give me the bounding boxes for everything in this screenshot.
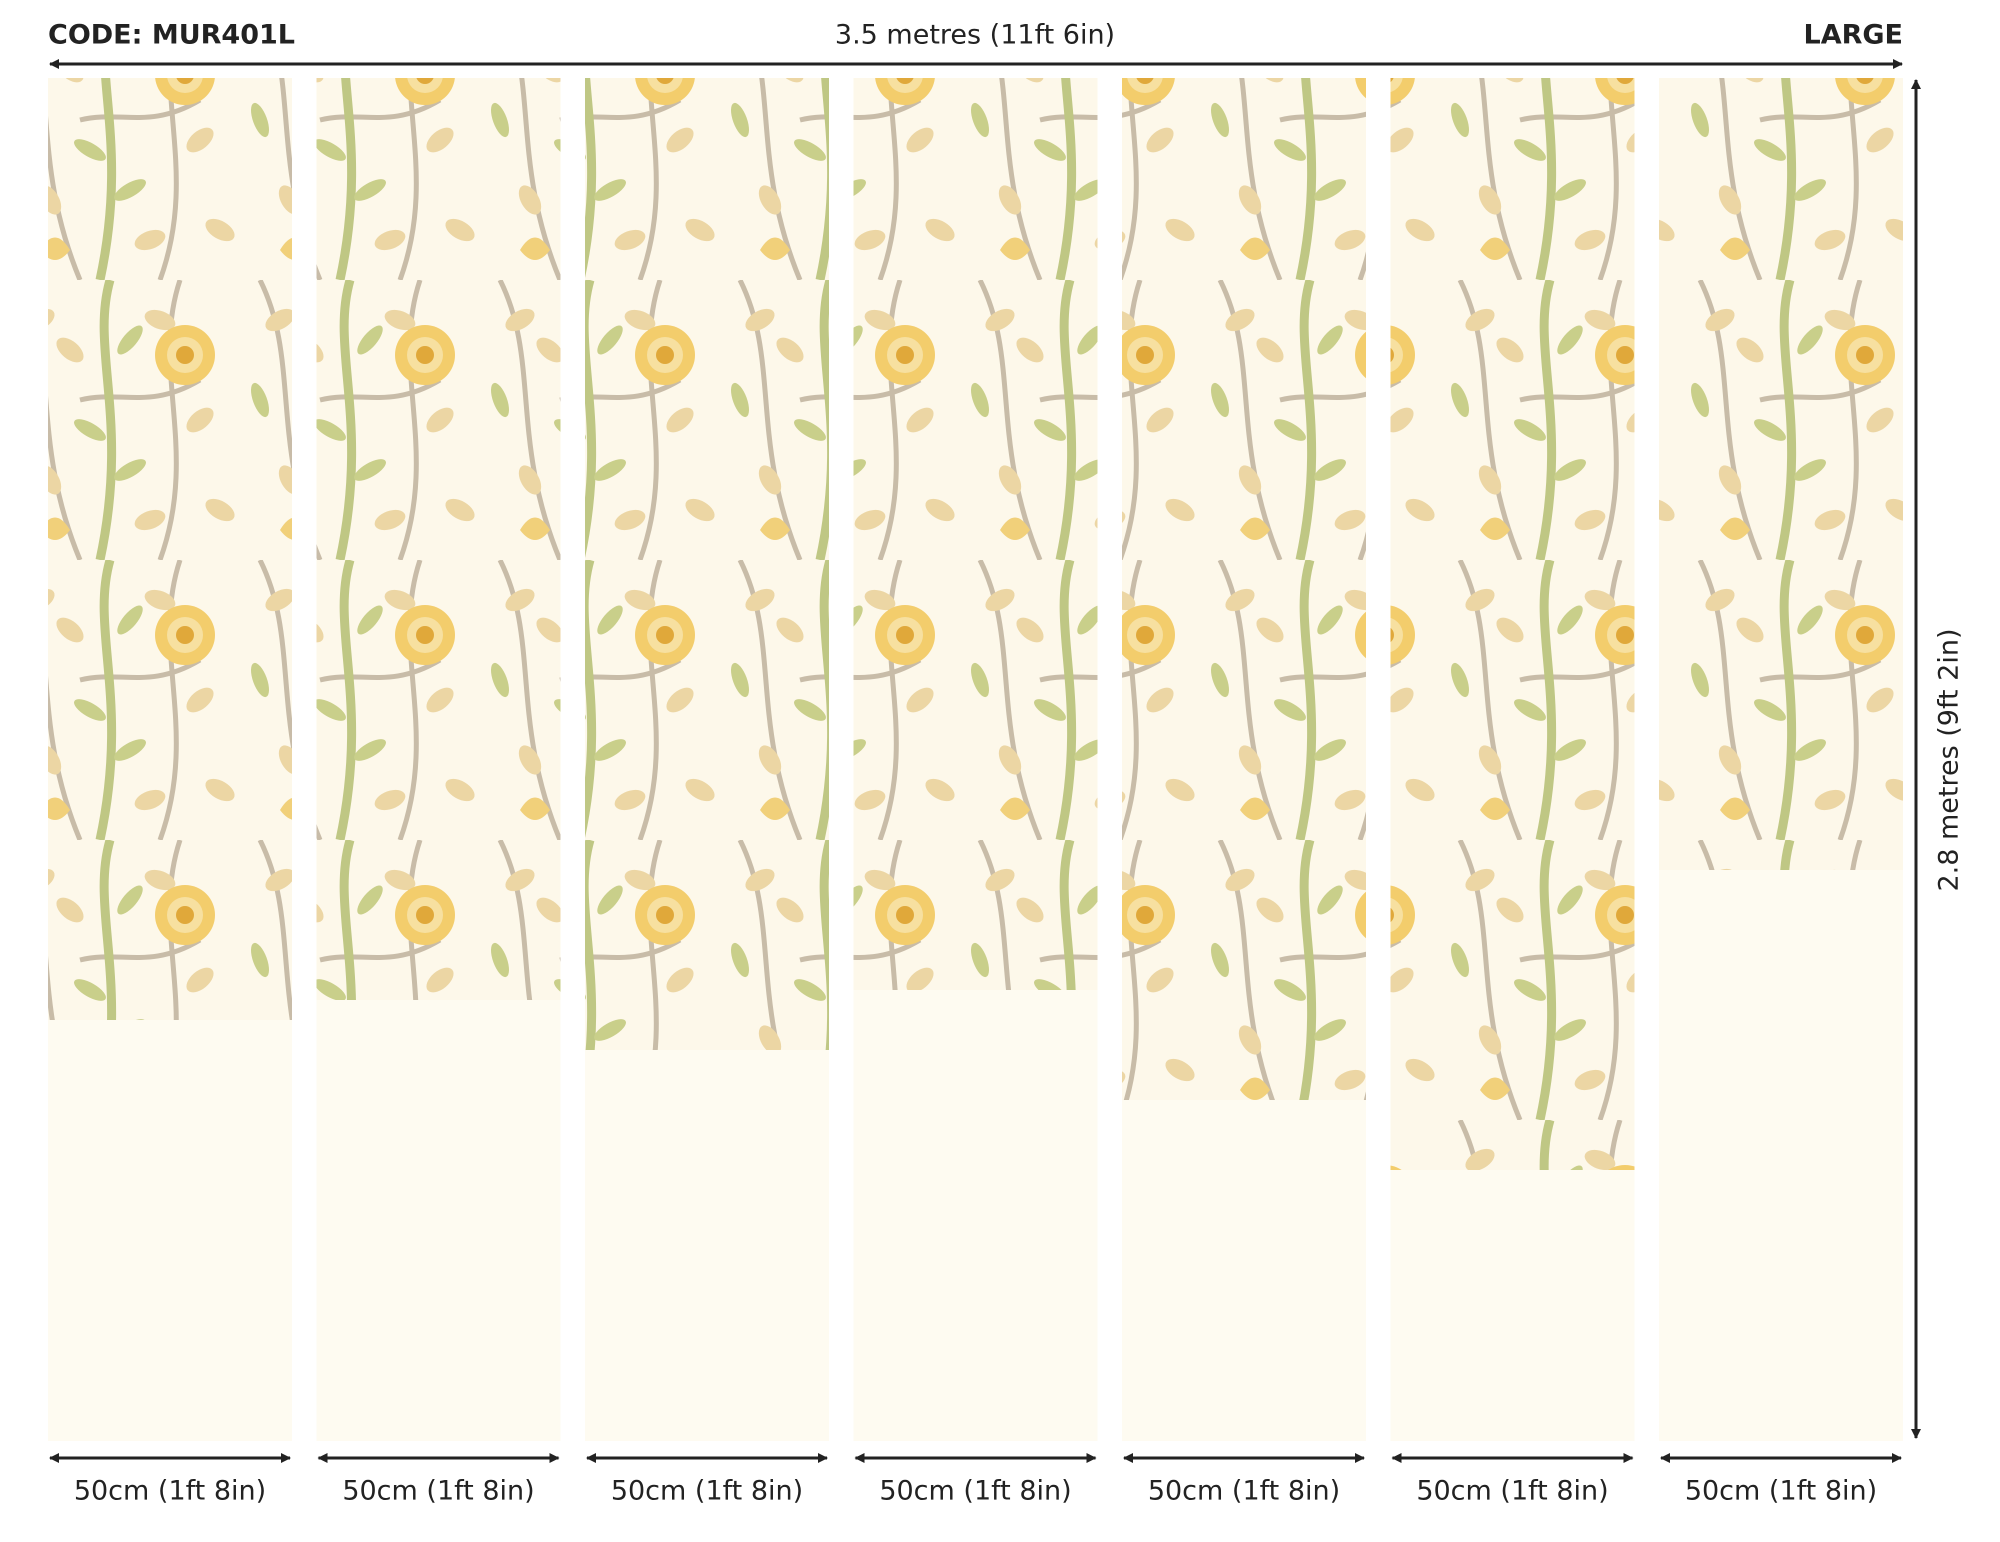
panel-pattern: [585, 78, 829, 1050]
panel-label: 50cm (1ft 8in): [879, 1476, 1071, 1507]
panel-pattern: [1659, 78, 1903, 870]
panel-label: 50cm (1ft 8in): [342, 1476, 534, 1507]
panels: 50cm (1ft 8in) 50cm (1ft 8in) 50cm (1ft 8i…: [48, 78, 1903, 1507]
total-width: 3.5 metres (11ft 6in): [835, 20, 1115, 51]
panel-pattern: [1122, 78, 1366, 1100]
panel-label: 50cm (1ft 8in): [1685, 1476, 1877, 1507]
panel-pattern: [853, 78, 1098, 990]
panel-label: 50cm (1ft 8in): [74, 1476, 266, 1507]
panel-label: 50cm (1ft 8in): [1148, 1476, 1340, 1507]
panel-label: 50cm (1ft 8in): [1416, 1476, 1608, 1507]
panel-label: 50cm (1ft 8in): [611, 1476, 803, 1507]
panel-pattern: [1390, 78, 1635, 1170]
product-code: CODE: MUR401L: [48, 20, 295, 51]
size: LARGE: [1804, 20, 1904, 51]
panel-pattern: [48, 78, 292, 1020]
panel-pattern: [316, 78, 561, 1000]
total-height: 2.8 metres (9ft 2in): [1934, 628, 1965, 891]
